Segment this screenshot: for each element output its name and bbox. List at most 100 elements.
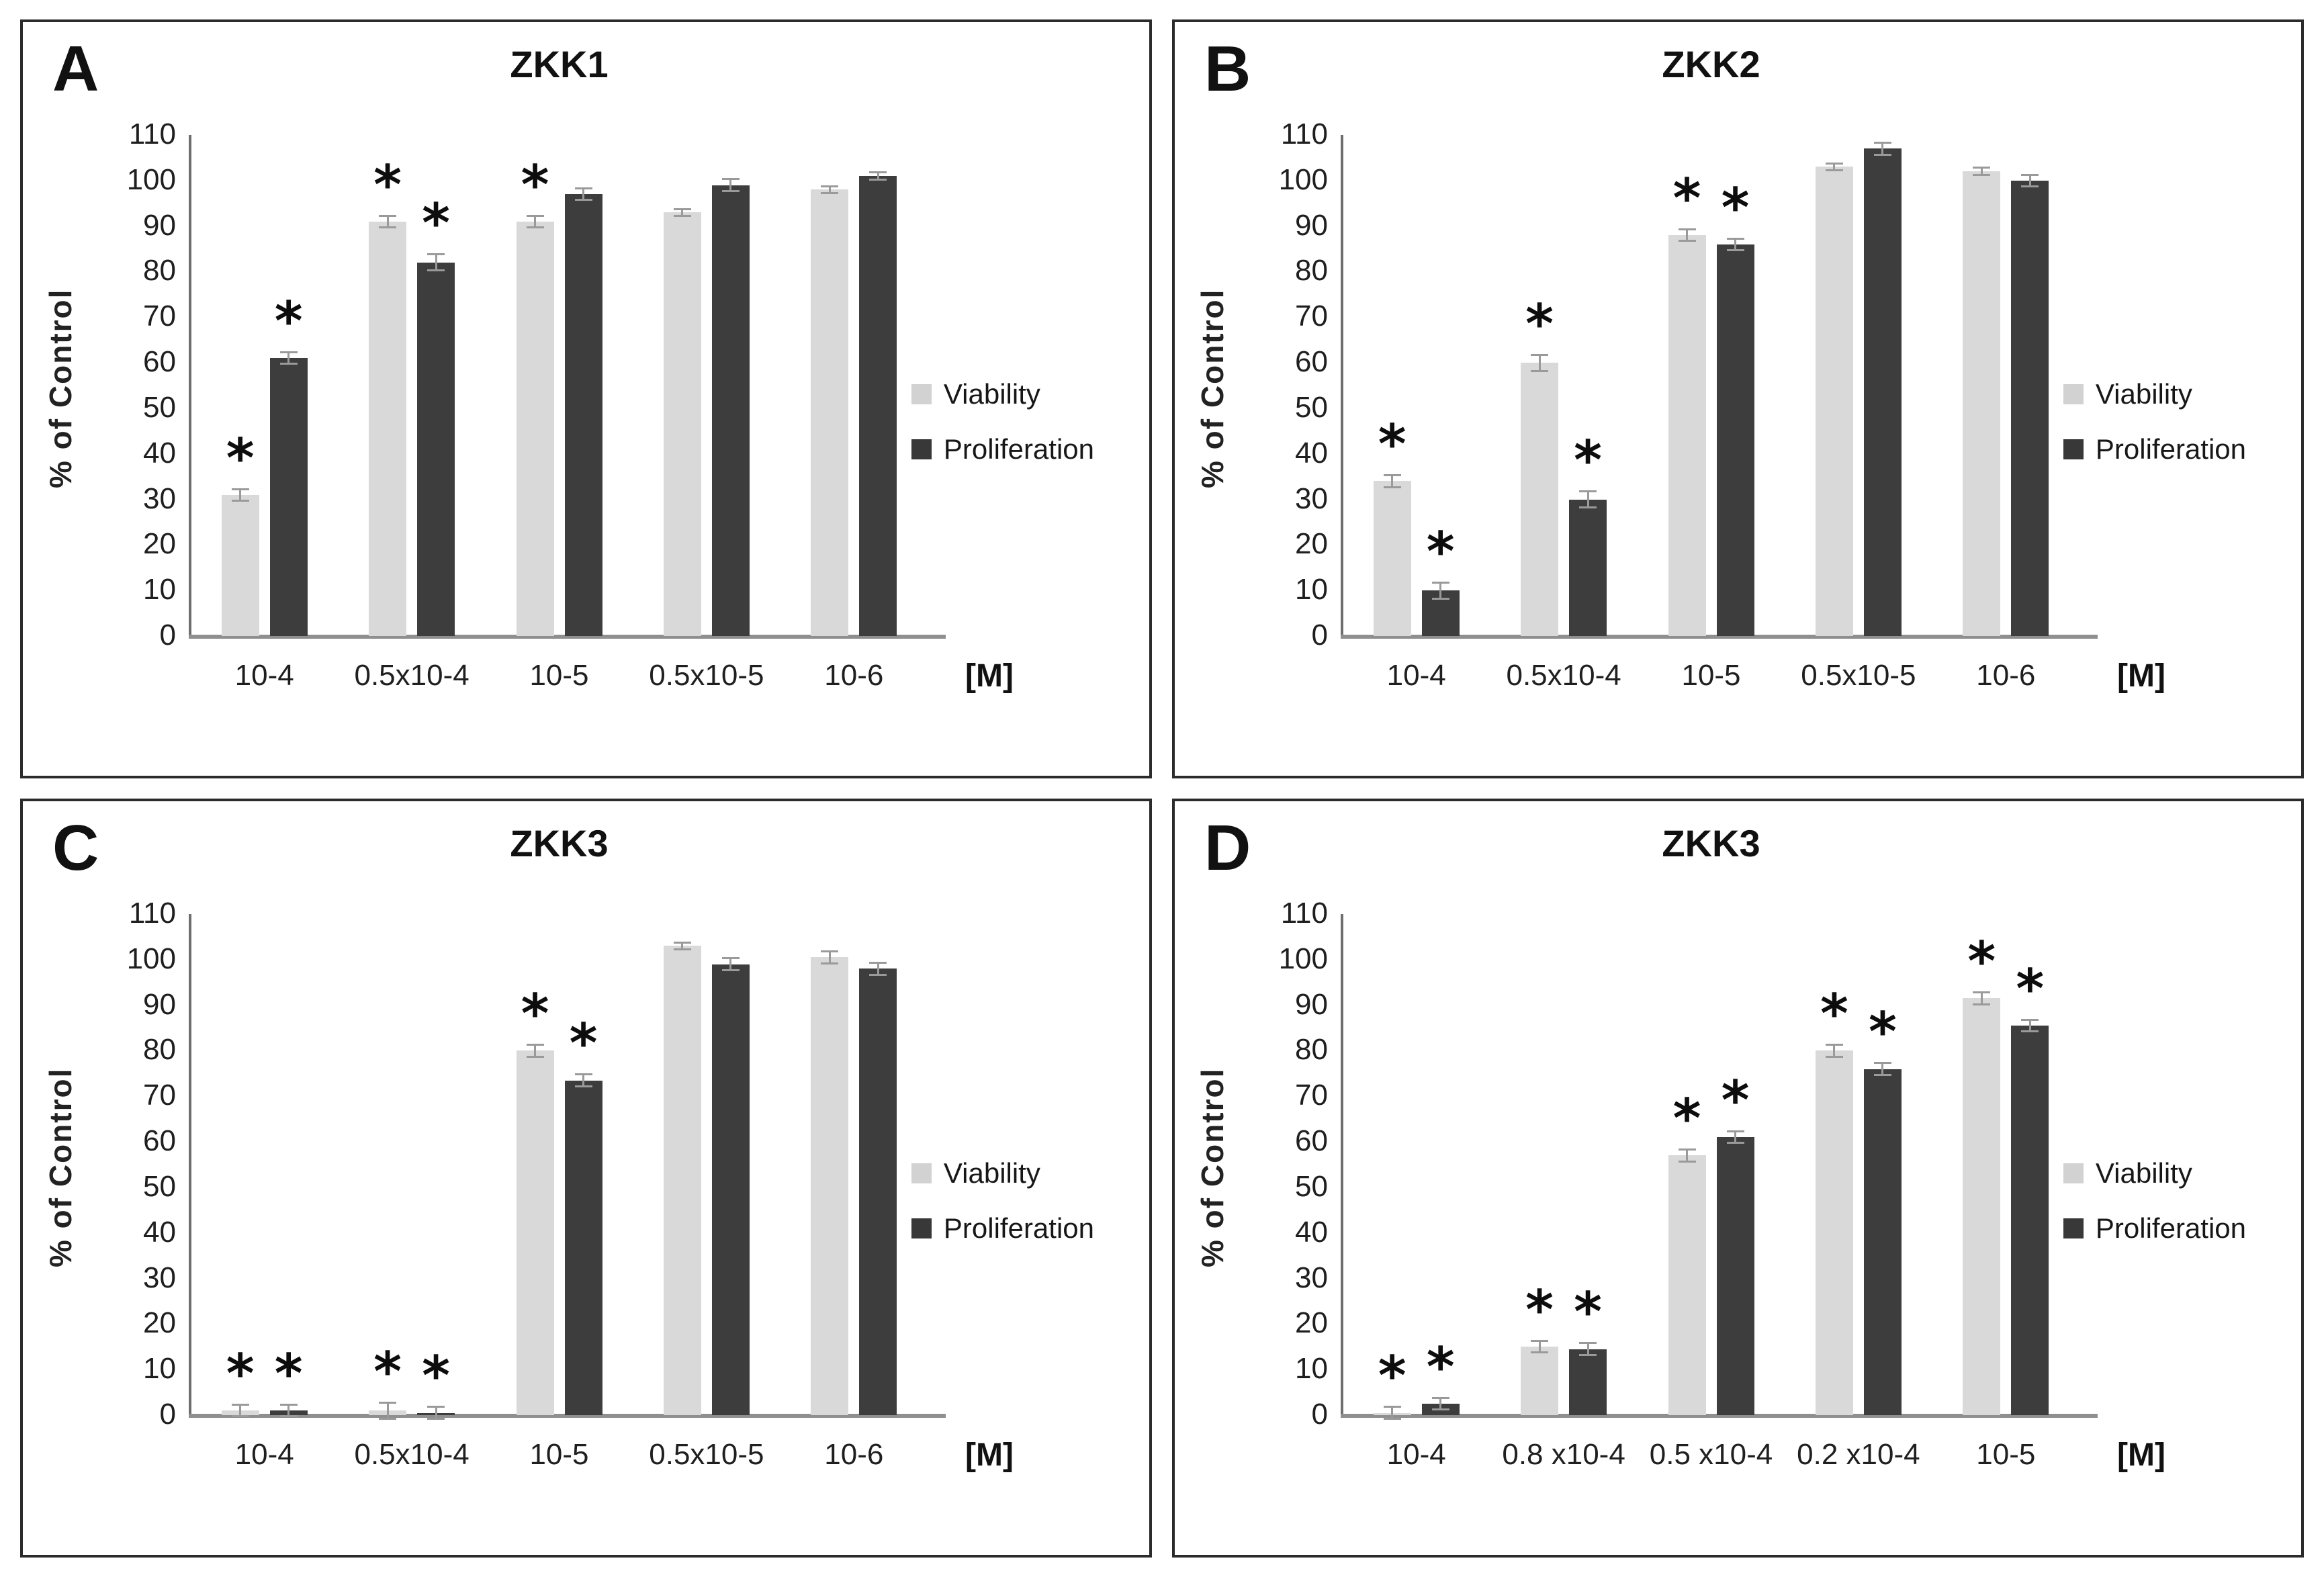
significance-asterisk: * xyxy=(521,983,549,1046)
error-bar xyxy=(1873,1062,1891,1076)
y-tick-label: 80 xyxy=(143,254,176,287)
x-tick-label: 10-5 xyxy=(529,659,589,692)
y-tick-label: 90 xyxy=(1295,208,1328,242)
y-tick-label: 70 xyxy=(143,1079,176,1112)
significance-asterisk: * xyxy=(226,1343,255,1406)
error-bar xyxy=(1579,1342,1597,1356)
y-tick-label: 110 xyxy=(1280,118,1328,150)
y-tick-label: 20 xyxy=(1295,527,1328,561)
legend-item-viability: Viability xyxy=(2063,1157,2246,1189)
error-bar xyxy=(231,1404,249,1418)
y-tick-label: 10 xyxy=(1295,1352,1328,1386)
legend: Viability Proliferation xyxy=(2063,378,2246,465)
bar-proliferation xyxy=(564,1080,602,1415)
bar-viability xyxy=(663,946,701,1415)
chart-title: ZKK3 xyxy=(1662,822,1760,864)
significance-asterisk: * xyxy=(521,153,549,216)
significance-asterisk: * xyxy=(1721,176,1750,239)
y-tick-label: 110 xyxy=(1280,897,1328,930)
bar-viability xyxy=(811,189,849,636)
bar-viability xyxy=(1521,1347,1559,1415)
viability-swatch-icon xyxy=(2063,384,2084,404)
bar-proliferation xyxy=(417,262,455,636)
x-tick-label: 10-4 xyxy=(1386,1438,1446,1471)
y-tick-label: 0 xyxy=(159,1398,176,1431)
viability-swatch-icon xyxy=(911,384,932,404)
panel-d: D ZKK3 % of Control 0 10 20 30 40 50 60 70 80 90 1… xyxy=(1172,799,2304,1558)
x-tick-label: 0.5x10-4 xyxy=(354,659,470,692)
y-tick-label: 50 xyxy=(143,390,176,424)
legend-label: Viability xyxy=(2095,378,2192,410)
significance-asterisk: * xyxy=(422,1345,451,1408)
significance-asterisk: * xyxy=(2016,957,2045,1020)
significance-asterisk: * xyxy=(1378,1345,1406,1408)
y-tick-label: 60 xyxy=(143,345,176,379)
y-tick-label: 80 xyxy=(1295,1033,1328,1067)
legend-item-proliferation: Proliferation xyxy=(2063,433,2246,465)
legend-label: Proliferation xyxy=(2095,433,2246,465)
legend-item-proliferation: Proliferation xyxy=(911,433,1094,465)
legend: Viability Proliferation xyxy=(911,378,1094,465)
significance-asterisk: * xyxy=(1378,413,1406,476)
error-bar xyxy=(1579,490,1597,509)
panel-letter: C xyxy=(52,812,100,884)
error-bar xyxy=(673,208,691,218)
bar-viability xyxy=(516,221,554,636)
legend-label: Proliferation xyxy=(2095,1212,2246,1244)
error-bar xyxy=(279,351,298,365)
error-bar xyxy=(2021,173,2039,187)
y-tick-label: 70 xyxy=(1295,1079,1328,1112)
error-bar xyxy=(1431,581,1449,600)
x-tick-label: 10-5 xyxy=(1976,1438,2036,1471)
error-bar xyxy=(721,957,740,971)
bar-proliferation xyxy=(1863,148,1902,636)
panel-letter: D xyxy=(1204,812,1252,884)
legend-item-viability: Viability xyxy=(911,378,1094,410)
error-bar xyxy=(1726,237,1744,251)
plot-area: 0 10 20 30 40 50 60 70 80 90 100 110 10-4 * * 0.8 x10-4… xyxy=(1279,897,2165,1473)
y-tick-label: 50 xyxy=(1295,1169,1328,1203)
error-bar xyxy=(526,1044,544,1058)
legend-item-viability: Viability xyxy=(2063,378,2246,410)
bar-viability xyxy=(1373,481,1411,636)
error-bar xyxy=(427,253,445,272)
proliferation-swatch-icon xyxy=(2063,439,2084,459)
y-axis-title: % of Control xyxy=(43,1067,78,1267)
chart-title: ZKK3 xyxy=(510,822,609,864)
y-tick-label: 60 xyxy=(1295,345,1328,379)
y-tick-label: 10 xyxy=(143,573,176,606)
error-bar xyxy=(2021,1018,2039,1033)
x-tick-label: 10-5 xyxy=(1681,659,1741,692)
error-bar xyxy=(1678,1148,1696,1163)
bar-proliferation xyxy=(1569,1349,1607,1415)
legend-label: Proliferation xyxy=(943,1212,1094,1244)
error-bar xyxy=(1973,167,1991,177)
bar-proliferation xyxy=(1569,499,1607,636)
significance-asterisk: * xyxy=(422,192,451,255)
y-tick-label: 70 xyxy=(143,300,176,333)
y-tick-label: 100 xyxy=(1278,163,1328,196)
x-axis-line xyxy=(189,635,946,639)
legend-label: Proliferation xyxy=(943,433,1094,465)
x-tick-label: 10-6 xyxy=(824,659,884,692)
error-bar xyxy=(427,1406,445,1420)
y-tick-label: 20 xyxy=(143,1306,176,1340)
y-tick-label: 30 xyxy=(143,1261,176,1294)
plot-area: 0 10 20 30 40 50 60 70 80 90 100 110 10-4 * * 0.5x10-4 *… xyxy=(127,118,1014,694)
panel-letter: B xyxy=(1204,33,1252,105)
significance-asterisk: * xyxy=(1672,1087,1701,1151)
error-bar xyxy=(379,1401,397,1420)
x-axis-line xyxy=(1341,635,2098,639)
plot-area: 0 10 20 30 40 50 60 70 80 90 100 110 10-4 * * 0.5x10-4 *… xyxy=(127,897,1014,1473)
bar-proliferation xyxy=(2011,180,2049,636)
x-tick-label: 0.5x10-4 xyxy=(354,1438,470,1471)
error-bar xyxy=(1726,1130,1744,1144)
error-bar xyxy=(1678,228,1696,242)
viability-swatch-icon xyxy=(911,1163,932,1183)
legend: Viability Proliferation xyxy=(911,1157,1094,1245)
panel-letter: A xyxy=(52,33,100,105)
x-tick-label: 0.2 x10-4 xyxy=(1797,1438,1920,1471)
proliferation-swatch-icon xyxy=(2063,1218,2084,1238)
error-bar xyxy=(1431,1396,1449,1411)
